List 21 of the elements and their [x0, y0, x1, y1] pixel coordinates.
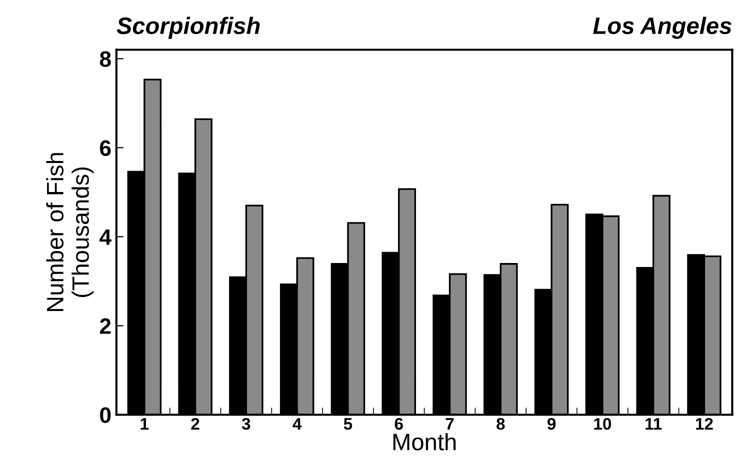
x-tick-label: 3 — [242, 418, 250, 430]
y-tick-label: 8 — [100, 51, 111, 67]
x-tick-label: 9 — [547, 418, 556, 430]
y-axis-title: Number of Fish (Thousands) — [46, 153, 94, 312]
x-tick-label: 7 — [446, 418, 454, 430]
y-tick-label: 6 — [100, 140, 111, 156]
x-tick-label: 12 — [696, 418, 713, 430]
x-tick-label: 2 — [191, 418, 200, 430]
chart-subtitle: Los Angeles — [593, 16, 732, 39]
x-tick-label: 6 — [394, 418, 403, 430]
y-tick-label: 0 — [100, 407, 111, 424]
chart-title: Scorpionfish — [116, 16, 260, 39]
x-tick-label: 10 — [594, 418, 612, 430]
x-tick-label: 5 — [344, 418, 352, 430]
y-tick-label: 2 — [100, 318, 111, 334]
x-axis-title: Month — [393, 433, 456, 450]
x-tick-label: 8 — [496, 418, 505, 430]
x-tick-label: 4 — [292, 418, 302, 430]
x-tick-label: 1 — [140, 418, 149, 430]
y-tick-label: 4 — [100, 229, 112, 245]
x-tick-label: 11 — [646, 418, 662, 430]
